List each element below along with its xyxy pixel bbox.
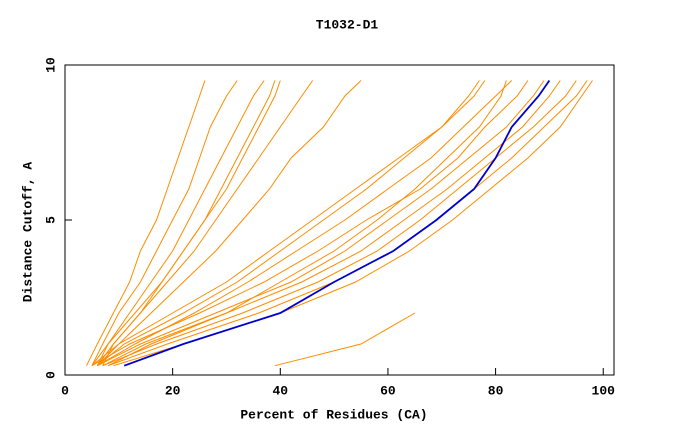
y-tick-label: 10 (43, 57, 58, 73)
curve (91, 80, 238, 366)
x-tick-label: 100 (592, 383, 616, 398)
curve (96, 80, 265, 366)
plot-frame (64, 64, 615, 376)
curve (123, 79, 551, 367)
x-tick-label: 80 (488, 383, 504, 398)
curve (107, 80, 507, 367)
curve (96, 80, 362, 367)
x-axis-label: Percent of Residues (CA) (240, 407, 427, 422)
curve (102, 80, 577, 367)
curve (91, 80, 486, 367)
x-tick-label: 60 (380, 383, 396, 398)
x-tick-label: 20 (165, 383, 181, 398)
curve (102, 80, 314, 366)
curve (86, 80, 206, 366)
y-axis-label: Distance Cutoff, A (20, 162, 35, 303)
y-tick-label: 5 (43, 216, 58, 224)
curve (97, 80, 513, 367)
curve (113, 80, 593, 367)
curve (91, 80, 529, 367)
y-tick-label: 0 (43, 371, 58, 379)
curve (274, 312, 416, 367)
curve (97, 80, 545, 367)
curve (96, 80, 480, 367)
curve (102, 80, 561, 367)
curve (96, 80, 281, 366)
chart-title: T1032-D1 (316, 17, 379, 32)
x-tick-label: 0 (61, 383, 69, 398)
x-tick-label: 40 (272, 383, 288, 398)
